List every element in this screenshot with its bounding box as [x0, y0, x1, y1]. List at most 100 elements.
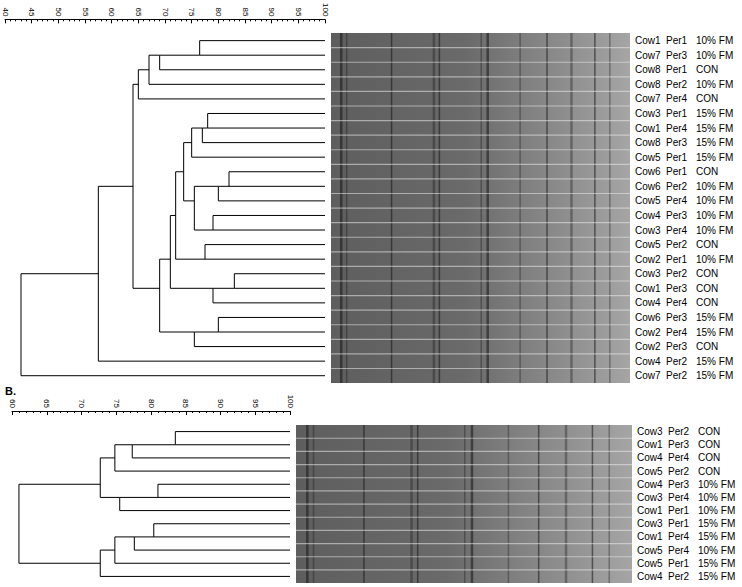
svg-text:Per1: Per1: [666, 108, 688, 119]
svg-text:50: 50: [54, 7, 63, 16]
svg-text:15% FM: 15% FM: [698, 518, 735, 529]
svg-text:90: 90: [267, 7, 276, 16]
svg-text:Cow1: Cow1: [635, 35, 661, 46]
svg-text:75: 75: [112, 399, 121, 408]
svg-text:Per3: Per3: [666, 210, 688, 221]
svg-text:45: 45: [27, 7, 36, 16]
svg-text:CON: CON: [696, 239, 718, 250]
svg-text:CON: CON: [696, 341, 718, 352]
svg-text:Cow1: Cow1: [637, 531, 663, 542]
svg-text:100: 100: [286, 395, 295, 409]
svg-text:Cow1: Cow1: [635, 123, 661, 134]
svg-text:15% FM: 15% FM: [698, 531, 735, 542]
svg-text:10% FM: 10% FM: [696, 35, 733, 46]
svg-text:Per1: Per1: [666, 64, 688, 75]
svg-text:100: 100: [321, 3, 330, 17]
svg-text:Per2: Per2: [666, 181, 688, 192]
svg-text:Cow5: Cow5: [635, 239, 661, 250]
svg-text:80: 80: [214, 7, 223, 16]
svg-text:95: 95: [294, 7, 303, 16]
svg-text:Per4: Per4: [668, 492, 690, 503]
svg-text:Per2: Per2: [668, 466, 690, 477]
svg-text:Cow4: Cow4: [635, 210, 661, 221]
svg-text:Cow7: Cow7: [635, 50, 661, 61]
svg-text:10% FM: 10% FM: [696, 79, 733, 90]
svg-text:Cow3: Cow3: [635, 108, 661, 119]
svg-text:15% FM: 15% FM: [696, 137, 733, 148]
svg-text:Per1: Per1: [666, 166, 688, 177]
svg-text:40: 40: [1, 7, 10, 16]
svg-text:Per2: Per2: [666, 268, 688, 279]
svg-text:CON: CON: [696, 283, 718, 294]
svg-text:10% FM: 10% FM: [696, 50, 733, 61]
svg-text:10% FM: 10% FM: [698, 505, 735, 516]
svg-text:Cow3: Cow3: [637, 426, 663, 437]
svg-text:10% FM: 10% FM: [696, 254, 733, 265]
svg-text:Per1: Per1: [666, 254, 688, 265]
svg-text:Per3: Per3: [668, 479, 690, 490]
svg-text:75: 75: [187, 7, 196, 16]
svg-text:CON: CON: [696, 166, 718, 177]
svg-text:80: 80: [147, 399, 156, 408]
svg-text:Per2: Per2: [668, 426, 690, 437]
svg-text:Cow3: Cow3: [635, 225, 661, 236]
svg-text:Per4: Per4: [666, 123, 688, 134]
svg-text:CON: CON: [696, 268, 718, 279]
svg-text:Per1: Per1: [666, 152, 688, 163]
svg-text:15% FM: 15% FM: [698, 558, 735, 569]
svg-text:CON: CON: [696, 64, 718, 75]
svg-text:Cow6: Cow6: [635, 312, 661, 323]
svg-text:Cow3: Cow3: [637, 518, 663, 529]
svg-text:Cow6: Cow6: [635, 166, 661, 177]
svg-text:65: 65: [134, 7, 143, 16]
svg-text:Per3: Per3: [666, 283, 688, 294]
svg-text:Per4: Per4: [668, 452, 690, 463]
svg-text:CON: CON: [698, 466, 720, 477]
svg-text:Cow8: Cow8: [635, 137, 661, 148]
svg-text:Cow1: Cow1: [637, 439, 663, 450]
svg-text:Cow1: Cow1: [635, 283, 661, 294]
svg-text:85: 85: [181, 399, 190, 408]
svg-text:Cow7: Cow7: [635, 370, 661, 381]
svg-text:Cow3: Cow3: [637, 492, 663, 503]
svg-text:15% FM: 15% FM: [696, 370, 733, 381]
svg-text:15% FM: 15% FM: [696, 108, 733, 119]
svg-text:CON: CON: [698, 439, 720, 450]
svg-text:Cow3: Cow3: [635, 268, 661, 279]
svg-text:CON: CON: [696, 93, 718, 104]
svg-text:15% FM: 15% FM: [696, 356, 733, 367]
svg-text:B.: B.: [5, 385, 16, 397]
svg-text:Cow4: Cow4: [635, 356, 661, 367]
svg-text:Cow5: Cow5: [637, 466, 663, 477]
svg-text:Per2: Per2: [666, 356, 688, 367]
svg-text:Per3: Per3: [666, 341, 688, 352]
svg-text:15% FM: 15% FM: [696, 152, 733, 163]
svg-text:Per4: Per4: [666, 225, 688, 236]
svg-text:10% FM: 10% FM: [696, 210, 733, 221]
svg-text:70: 70: [161, 7, 170, 16]
svg-text:65: 65: [42, 399, 51, 408]
svg-text:Cow4: Cow4: [637, 571, 663, 582]
svg-text:Cow2: Cow2: [635, 254, 661, 265]
svg-text:Per2: Per2: [666, 239, 688, 250]
svg-text:Per1: Per1: [666, 35, 688, 46]
svg-text:10% FM: 10% FM: [696, 195, 733, 206]
svg-text:CON: CON: [698, 452, 720, 463]
svg-text:Per4: Per4: [666, 195, 688, 206]
svg-text:70: 70: [77, 399, 86, 408]
svg-text:15% FM: 15% FM: [696, 327, 733, 338]
svg-text:Per3: Per3: [666, 312, 688, 323]
svg-text:Per1: Per1: [668, 518, 690, 529]
svg-text:Cow5: Cow5: [635, 195, 661, 206]
svg-text:Cow5: Cow5: [637, 558, 663, 569]
svg-text:90: 90: [216, 399, 225, 408]
svg-text:Cow6: Cow6: [635, 181, 661, 192]
svg-text:Cow4: Cow4: [635, 297, 661, 308]
svg-text:Cow1: Cow1: [637, 505, 663, 516]
svg-text:Per1: Per1: [668, 558, 690, 569]
svg-text:Per4: Per4: [668, 531, 690, 542]
svg-text:Per4: Per4: [666, 297, 688, 308]
svg-text:60: 60: [8, 399, 17, 408]
svg-text:Cow4: Cow4: [637, 479, 663, 490]
svg-text:15% FM: 15% FM: [696, 312, 733, 323]
